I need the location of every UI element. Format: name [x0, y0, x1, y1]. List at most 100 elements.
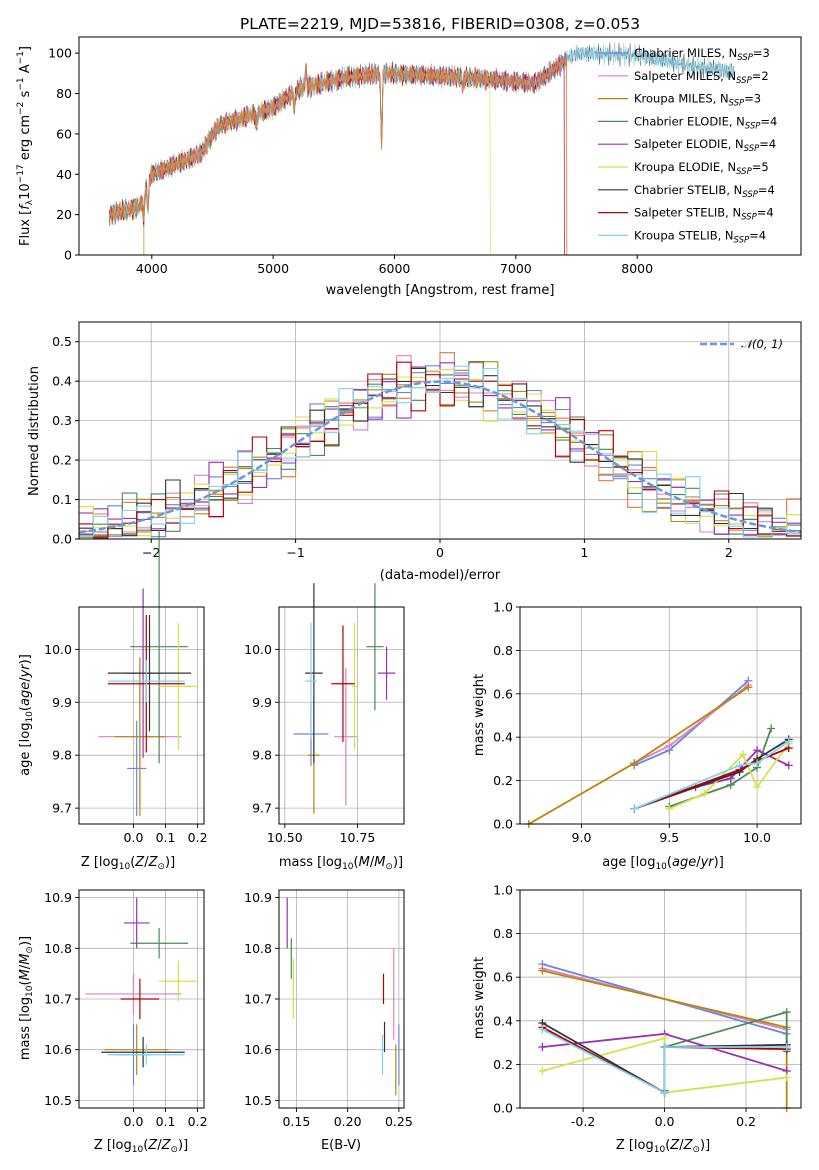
- plus-marker: [538, 966, 547, 975]
- weight-vs-age-axes: 9.0 9.5 10.0 0.0 0.2 0.4 0.6 0.8 1.0: [493, 600, 802, 845]
- axes-frame: [78, 606, 205, 825]
- y-tick-label: 0.4: [493, 730, 513, 745]
- grid: [79, 607, 204, 824]
- histogram-xlabel: (data-model)/error: [380, 568, 501, 583]
- y-tick-label: 9.9: [52, 695, 72, 710]
- errorbar-point: [351, 622, 358, 750]
- histogram-series: [79, 369, 801, 539]
- plus-marker: [630, 804, 639, 813]
- y-tick-label: 1.0: [493, 883, 513, 898]
- spectrum-xlabel: wavelength [Angstrom, rest frame]: [326, 283, 555, 298]
- errorbar-point: [120, 978, 160, 1020]
- y-tick-label: 0: [64, 248, 72, 263]
- spectrum-lines: [108, 42, 735, 255]
- legend-label: Chabrier ELODIE, NSSP=4: [634, 114, 777, 131]
- y-tick-label: 10.8: [244, 941, 272, 956]
- plus-marker: [782, 1073, 791, 1082]
- ticks: 10.50 10.75 9.7 9.8 9.9 10.0: [244, 642, 375, 845]
- x-tick-label: 6000: [379, 261, 411, 276]
- plus-marker: [784, 761, 793, 770]
- errorbar-point: [305, 622, 317, 740]
- errorbar-point: [130, 530, 188, 764]
- x-tick-label: -0.2: [571, 1114, 595, 1129]
- plus-marker: [660, 1034, 669, 1043]
- histogram-legend: 𝒩(0, 1): [700, 337, 783, 351]
- age-vs-z-xlabel: Z [log10(Z/Z⊙)]: [81, 855, 175, 872]
- grid: [279, 890, 404, 1108]
- x-tick-label: 5000: [257, 261, 289, 276]
- panel-labels: age [log10(age/yr)] Z [log10(Z/Z⊙)] mass…: [18, 654, 724, 1155]
- y-tick-label: 10.6: [244, 1042, 272, 1057]
- spectrum-ylabel: Flux [fλ10−17 erg cm−2 s−1 A−1]: [16, 46, 35, 246]
- errorbar-point: [159, 960, 198, 1002]
- legend-label: Salpeter STELIB, NSSP=4: [634, 206, 774, 223]
- x-tick-label: 0.0: [655, 1114, 675, 1129]
- axes-frame: [78, 889, 205, 1109]
- y-tick-label: 10.9: [44, 890, 72, 905]
- histogram-ylabel: Normed distribution: [27, 366, 42, 496]
- age-vs-mass-axes: 10.50 10.75 9.7 9.8 9.9 10.0: [244, 583, 405, 845]
- y-tick-label: 80: [56, 86, 72, 101]
- y-tick-label: 10.7: [44, 992, 72, 1007]
- age-vs-z-ylabel: age [log10(age/yr)]: [18, 654, 35, 776]
- x-tick-label: 0.15: [282, 1114, 310, 1129]
- y-tick-label: 9.7: [52, 801, 72, 816]
- plus-marker: [784, 737, 793, 746]
- spectrum-axes: 4000 5000 6000 7000 8000 0 20 40 60 80 100 wavelen…: [16, 36, 802, 298]
- histogram-steps: [79, 352, 801, 539]
- y-tick-label: 0.6: [493, 686, 513, 701]
- plus-marker: [660, 1042, 669, 1051]
- plus-marker: [782, 1042, 791, 1051]
- axes-frame: [278, 606, 405, 825]
- y-tick-label: 0.5: [52, 334, 72, 349]
- legend-label: Kroupa ELODIE, NSSP=5: [634, 160, 769, 177]
- plus-marker: [538, 1025, 547, 1034]
- x-tick-label: 0.2: [188, 830, 208, 845]
- x-tick-label: 1: [580, 545, 588, 560]
- grid: [279, 607, 404, 824]
- weight-series: [538, 1025, 791, 1097]
- x-tick-label: 0.1: [156, 1114, 176, 1129]
- y-tick-label: 0.3: [52, 413, 72, 428]
- plus-marker: [753, 783, 762, 792]
- y-tick-label: 0.0: [52, 532, 72, 547]
- plus-marker: [660, 1088, 669, 1097]
- x-tick-label: 2: [725, 545, 733, 560]
- grid: [520, 889, 801, 1109]
- spectrum-legend: Chabrier MILES, NSSP=3 Salpeter MILES, NS…: [598, 46, 777, 245]
- y-tick-label: 0.8: [493, 643, 513, 658]
- legend-label: Chabrier STELIB, NSSP=4: [634, 183, 775, 200]
- y-tick-label: 40: [56, 167, 72, 182]
- mass-vs-ebv-xlabel: E(B-V): [321, 1138, 361, 1153]
- errorbar-point: [107, 659, 185, 703]
- errorbar-point: [334, 667, 358, 806]
- x-tick-label: 0.0: [124, 830, 144, 845]
- errorbar-point: [101, 1037, 185, 1068]
- y-tick-label: 0.4: [493, 1013, 513, 1028]
- age-vs-mass-xlabel: mass [log10(M/M⊙)]: [279, 855, 403, 872]
- plot-area: [524, 676, 793, 828]
- axes-frame: [278, 889, 405, 1109]
- y-tick-label: 0.1: [52, 492, 72, 507]
- errorbar-point: [107, 614, 192, 732]
- y-tick-label: 10.5: [244, 1093, 272, 1108]
- axes-frame: [519, 606, 802, 825]
- plot-area: [293, 583, 396, 814]
- y-tick-label: 10.8: [44, 941, 72, 956]
- y-tick-label: 0.0: [493, 1101, 513, 1116]
- mass-vs-z-xlabel: Z [log10(Z/Z⊙)]: [94, 1138, 188, 1155]
- x-tick-label: 8000: [621, 261, 653, 276]
- y-tick-label: 1.0: [493, 600, 513, 615]
- y-tick-label: 10.0: [44, 642, 72, 657]
- plus-marker: [782, 1008, 791, 1017]
- x-tick-label: 10.75: [340, 830, 376, 845]
- plus-marker: [744, 683, 753, 692]
- errorbar-point: [377, 646, 396, 700]
- y-tick-label: 10.0: [244, 642, 272, 657]
- legend-label: Kroupa STELIB, NSSP=4: [634, 228, 766, 245]
- y-tick-label: 60: [56, 126, 72, 141]
- spectrum-title: PLATE=2219, MJD=53816, FIBERID=0308, z=0…: [240, 15, 640, 33]
- x-tick-label: 10.50: [267, 830, 303, 845]
- errorbar-point: [130, 928, 188, 959]
